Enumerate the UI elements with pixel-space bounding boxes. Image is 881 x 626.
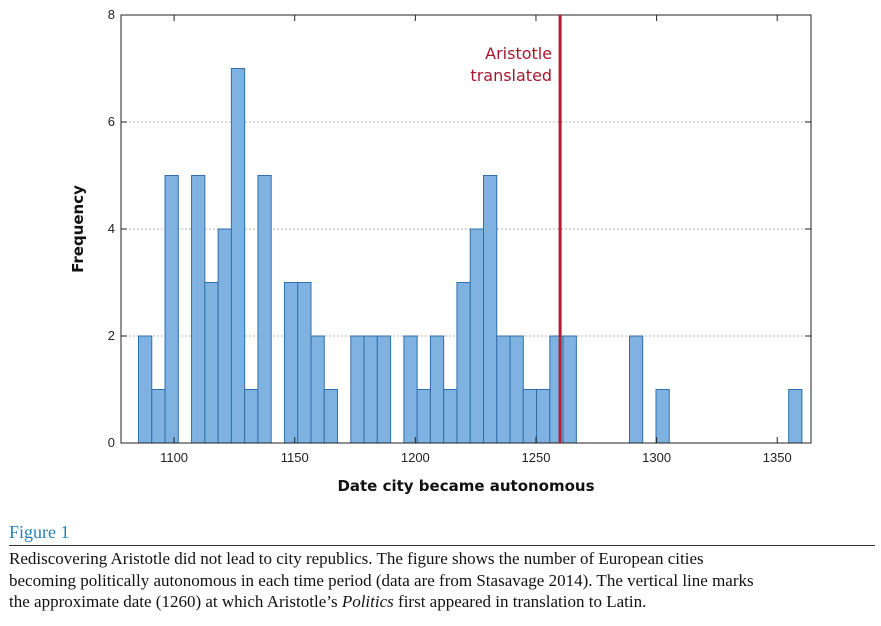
histogram-bar: [628, 335, 644, 444]
histogram-bar: [217, 228, 232, 444]
x-tick-label: 1300: [642, 450, 671, 465]
x-tick-label: 1250: [522, 450, 551, 465]
y-axis-title: Frequency: [69, 185, 87, 273]
histogram-bar: [655, 389, 670, 444]
histogram-bar: [562, 335, 577, 444]
caption-italic-title: Politics: [341, 592, 394, 611]
caption-line-3-start: the approximate date (1260) at which Ari…: [9, 592, 342, 611]
histogram-bar: [363, 335, 378, 444]
histogram-bar: [297, 282, 312, 444]
histogram-bar: [137, 335, 153, 444]
histogram-chart: 1100 1150 1200 1250 1300 1350 0 2 4 6 8 Aristotle t…: [69, 7, 812, 495]
y-tick-label: 0: [108, 435, 115, 450]
y-tick-label: 2: [108, 328, 115, 343]
histogram-bar: [350, 335, 365, 444]
histogram-bar: [323, 389, 339, 444]
histogram-bar: [456, 282, 471, 444]
reference-line-group: Aristotle translated: [470, 15, 562, 443]
axis-ticks: 1100 1150 1200 1250 1300 1350 0 2 4 6 8: [108, 7, 811, 465]
x-tick-label: 1200: [401, 450, 430, 465]
x-tick-label: 1350: [763, 450, 792, 465]
histogram-bar: [164, 175, 179, 444]
histogram-bar: [536, 389, 551, 444]
caption-line-3-end: first appeared in translation to Latin.: [393, 592, 647, 611]
x-tick-label: 1150: [281, 450, 309, 465]
reference-label-line-2: translated: [470, 66, 552, 85]
histogram-bar: [469, 228, 484, 444]
caption-line-3: the approximate date (1260) at which Ari…: [9, 591, 875, 613]
y-tick-label: 4: [108, 221, 115, 236]
histogram-bar: [257, 175, 272, 444]
histogram-bar: [482, 175, 498, 444]
histogram-bar: [416, 389, 431, 444]
figure-caption: Figure 1 Rediscovering Aristotle did not…: [9, 521, 875, 613]
histogram-bar: [788, 389, 803, 444]
histogram-bar: [496, 335, 511, 444]
histogram-bar: [429, 335, 445, 444]
histogram-bar: [230, 68, 246, 444]
histogram-bars: [137, 68, 803, 444]
x-tick-label: 1100: [160, 450, 188, 465]
caption-divider: [9, 545, 875, 546]
x-axis-title: Date city became autonomous: [337, 477, 594, 495]
caption-line-2: becoming politically autonomous in each …: [9, 570, 754, 590]
histogram-bar: [310, 335, 325, 444]
histogram-bar: [403, 335, 418, 444]
histogram-bar: [204, 282, 219, 444]
histogram-bar: [244, 389, 259, 444]
histogram-bar: [191, 175, 206, 444]
y-tick-label: 8: [108, 7, 115, 22]
histogram-bar: [509, 335, 524, 444]
histogram-bar: [151, 389, 166, 444]
caption-text: Rediscovering Aristotle did not lead to …: [9, 548, 875, 613]
histogram-bar: [522, 389, 538, 444]
histogram-bar: [376, 335, 392, 444]
histogram-bar: [443, 389, 458, 444]
figure-label: Figure 1: [9, 522, 70, 542]
y-tick-label: 6: [108, 114, 115, 129]
reference-label-line-1: Aristotle: [485, 44, 552, 63]
histogram-bar: [283, 282, 299, 444]
caption-line-1: Rediscovering Aristotle did not lead to …: [9, 549, 704, 568]
